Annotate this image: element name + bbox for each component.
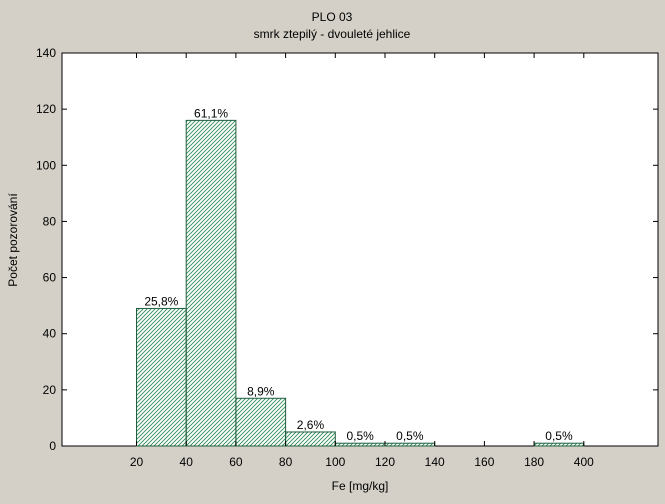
x-tick-label: 180 bbox=[524, 455, 544, 469]
x-tick-label: 120 bbox=[375, 455, 395, 469]
histogram-bar bbox=[136, 307, 187, 447]
histogram-bar bbox=[533, 442, 585, 447]
y-tick-label: 20 bbox=[43, 383, 57, 397]
bars-layer: 25,8% 61,1% 8,9% 2,6% 0,5% 0,5% 0,5% bbox=[136, 106, 585, 447]
x-tick-label: 100 bbox=[325, 455, 345, 469]
histogram-bar bbox=[334, 442, 386, 447]
y-tick-label: 80 bbox=[43, 214, 57, 228]
x-tick-label: 60 bbox=[229, 455, 243, 469]
bar-data-label: 61,1% bbox=[194, 106, 228, 120]
axes-layer: 0 20 40 60 80 100 120 140 20 40 60 80 100 120 140 160 18… bbox=[36, 46, 658, 469]
histogram-bar bbox=[235, 397, 287, 447]
bar-data-label: 0,5% bbox=[346, 429, 374, 443]
bar-data-label: 25,8% bbox=[144, 294, 178, 308]
bar-data-label: 2,6% bbox=[297, 418, 325, 432]
chart-subtitle: smrk ztepilý - dvouleté jehlice bbox=[254, 27, 411, 41]
bar-data-label: 8,9% bbox=[247, 384, 275, 398]
y-tick-label: 140 bbox=[36, 46, 56, 60]
y-tick-label: 120 bbox=[36, 102, 56, 116]
y-tick-label: 60 bbox=[43, 271, 57, 285]
x-tick-label: 400 bbox=[574, 455, 594, 469]
y-tick-label: 100 bbox=[36, 158, 56, 172]
chart-title: PLO 03 bbox=[312, 10, 353, 24]
bar-data-label: 0,5% bbox=[545, 429, 573, 443]
x-tick-label: 140 bbox=[425, 455, 445, 469]
bar-data-label: 0,5% bbox=[396, 429, 424, 443]
histogram-bar bbox=[285, 431, 336, 447]
histogram-bar bbox=[185, 119, 237, 447]
x-tick-label: 160 bbox=[474, 455, 494, 469]
x-tick-label: 40 bbox=[180, 455, 194, 469]
y-tick-label: 40 bbox=[43, 327, 57, 341]
x-tick-label: 80 bbox=[279, 455, 293, 469]
histogram-bar bbox=[384, 442, 436, 447]
x-axis-label: Fe [mg/kg] bbox=[332, 479, 389, 493]
y-axis-label: Počet pozorování bbox=[6, 193, 20, 287]
y-tick-label: 0 bbox=[49, 439, 56, 453]
x-tick-label: 20 bbox=[130, 455, 144, 469]
